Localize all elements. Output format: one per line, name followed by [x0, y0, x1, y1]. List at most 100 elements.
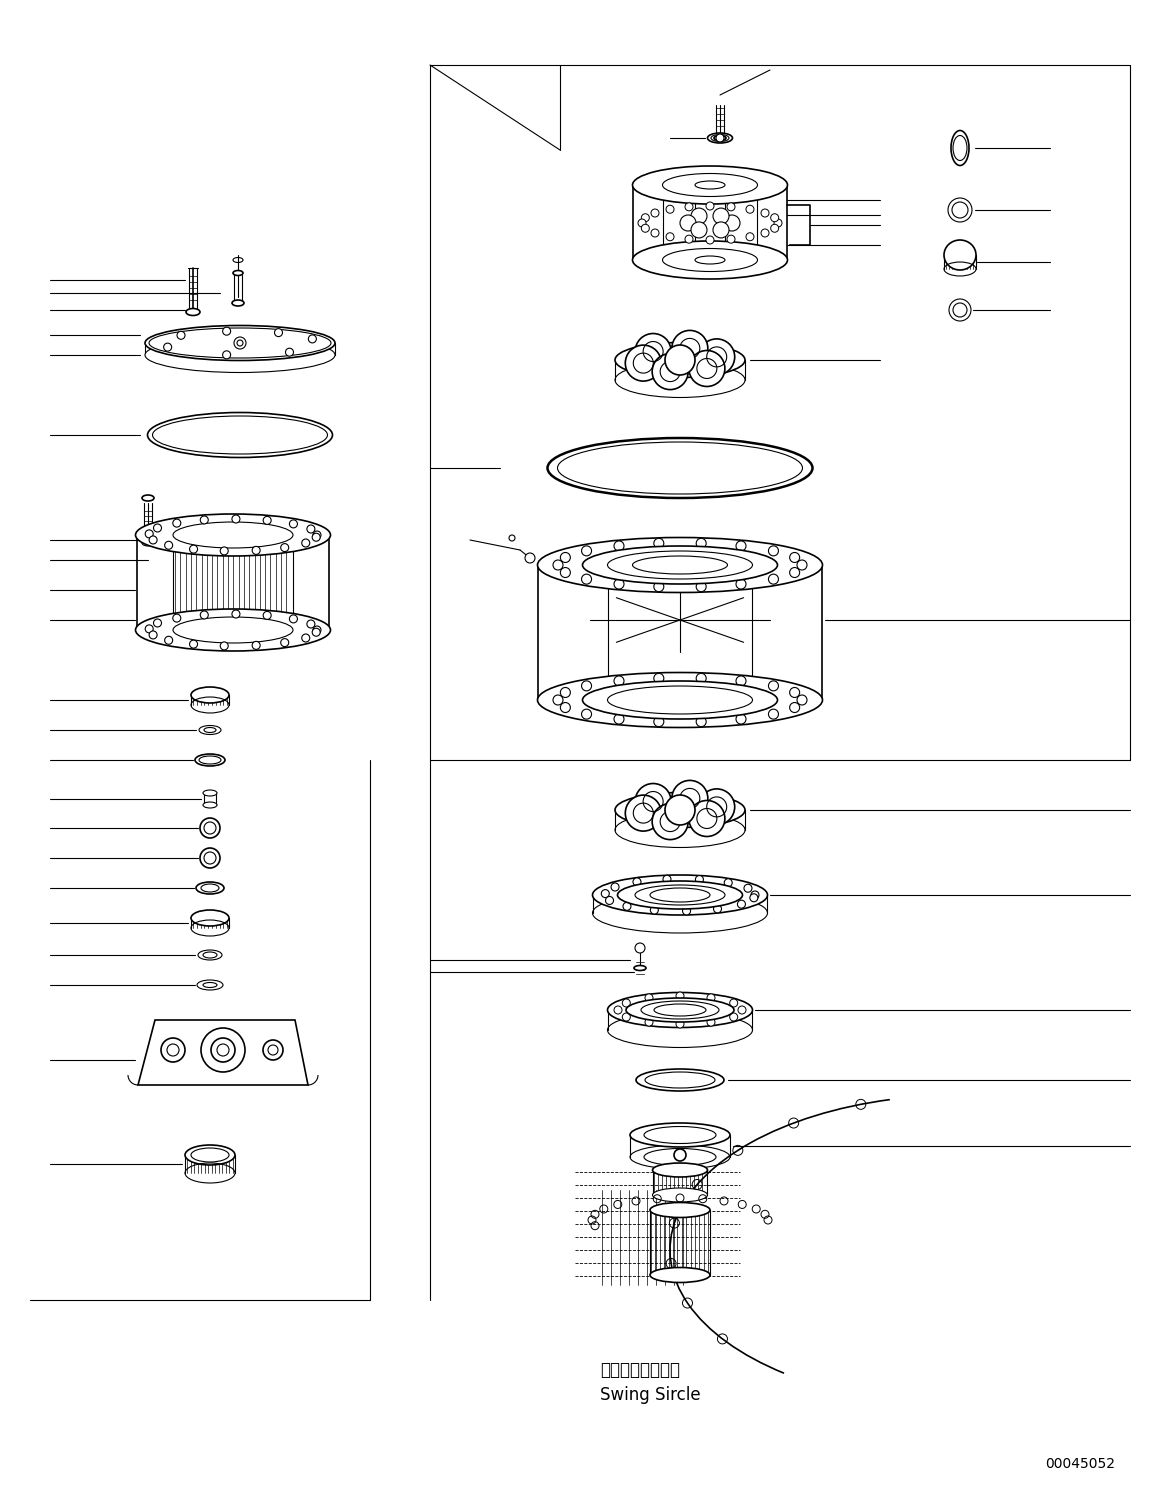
Circle shape — [190, 546, 198, 553]
Circle shape — [706, 201, 714, 210]
Ellipse shape — [142, 495, 154, 501]
Circle shape — [641, 224, 649, 233]
Circle shape — [200, 516, 208, 523]
Circle shape — [714, 905, 722, 912]
Circle shape — [553, 561, 563, 570]
Circle shape — [665, 795, 695, 825]
Circle shape — [231, 610, 239, 617]
Circle shape — [644, 994, 653, 1002]
Circle shape — [220, 547, 228, 555]
Circle shape — [750, 893, 758, 902]
Circle shape — [713, 209, 729, 224]
Circle shape — [164, 637, 172, 644]
Circle shape — [622, 1012, 631, 1021]
Circle shape — [633, 878, 641, 886]
Ellipse shape — [650, 1267, 710, 1282]
Ellipse shape — [650, 1203, 710, 1218]
Circle shape — [635, 334, 671, 370]
Circle shape — [789, 702, 799, 713]
Circle shape — [231, 514, 239, 523]
Circle shape — [252, 641, 260, 650]
Ellipse shape — [635, 886, 725, 905]
Ellipse shape — [197, 980, 223, 990]
Ellipse shape — [191, 910, 229, 926]
Ellipse shape — [653, 1163, 707, 1176]
Circle shape — [560, 568, 570, 577]
Circle shape — [761, 209, 769, 218]
Circle shape — [707, 994, 715, 1002]
Circle shape — [525, 553, 535, 564]
Circle shape — [211, 1038, 235, 1062]
Circle shape — [625, 344, 662, 382]
Circle shape — [654, 674, 664, 683]
Circle shape — [685, 203, 693, 210]
Circle shape — [614, 714, 624, 725]
Circle shape — [263, 1041, 283, 1060]
Circle shape — [676, 992, 684, 1000]
Circle shape — [797, 561, 806, 570]
Circle shape — [190, 640, 198, 649]
Circle shape — [614, 675, 624, 686]
Circle shape — [602, 890, 610, 898]
Circle shape — [768, 546, 779, 556]
Circle shape — [771, 213, 779, 222]
Ellipse shape — [616, 793, 745, 828]
Ellipse shape — [538, 537, 823, 592]
Circle shape — [699, 789, 735, 825]
Ellipse shape — [714, 136, 725, 140]
Ellipse shape — [663, 173, 758, 197]
Circle shape — [560, 553, 570, 562]
Circle shape — [605, 896, 613, 905]
Ellipse shape — [198, 950, 222, 960]
Circle shape — [730, 1012, 738, 1021]
Circle shape — [699, 338, 735, 374]
Circle shape — [707, 1018, 715, 1026]
Circle shape — [768, 681, 779, 690]
Ellipse shape — [633, 242, 788, 279]
Circle shape — [149, 631, 157, 640]
Circle shape — [789, 568, 799, 577]
Circle shape — [730, 999, 738, 1006]
Circle shape — [706, 236, 714, 245]
Circle shape — [509, 535, 515, 541]
Ellipse shape — [202, 790, 218, 796]
Circle shape — [222, 350, 230, 359]
Text: 00045052: 00045052 — [1045, 1457, 1115, 1472]
Text: スイングサークル: スイングサークル — [600, 1361, 680, 1379]
Circle shape — [761, 230, 769, 237]
Circle shape — [663, 875, 671, 883]
Circle shape — [263, 516, 271, 525]
Circle shape — [746, 206, 754, 213]
Circle shape — [724, 215, 740, 231]
Circle shape — [697, 538, 706, 549]
Circle shape — [751, 892, 759, 899]
Ellipse shape — [641, 1000, 718, 1018]
Circle shape — [736, 714, 746, 725]
Circle shape — [768, 574, 779, 584]
Ellipse shape — [616, 343, 745, 377]
Ellipse shape — [202, 951, 218, 959]
Circle shape — [167, 1044, 179, 1056]
Circle shape — [666, 233, 675, 240]
Circle shape — [683, 907, 691, 915]
Circle shape — [738, 1006, 746, 1014]
Ellipse shape — [695, 256, 725, 264]
Circle shape — [146, 625, 153, 632]
Circle shape — [641, 213, 649, 222]
Circle shape — [675, 1150, 686, 1161]
Ellipse shape — [186, 309, 200, 316]
Ellipse shape — [653, 1188, 707, 1202]
Circle shape — [314, 531, 320, 540]
Ellipse shape — [707, 133, 732, 143]
Circle shape — [146, 529, 153, 538]
Circle shape — [312, 628, 320, 637]
Circle shape — [622, 999, 631, 1006]
Circle shape — [680, 215, 697, 231]
Circle shape — [651, 230, 659, 237]
Ellipse shape — [626, 997, 734, 1021]
Circle shape — [746, 233, 754, 240]
Ellipse shape — [634, 966, 646, 971]
Ellipse shape — [695, 180, 725, 189]
Circle shape — [161, 1038, 185, 1062]
Circle shape — [651, 209, 659, 218]
